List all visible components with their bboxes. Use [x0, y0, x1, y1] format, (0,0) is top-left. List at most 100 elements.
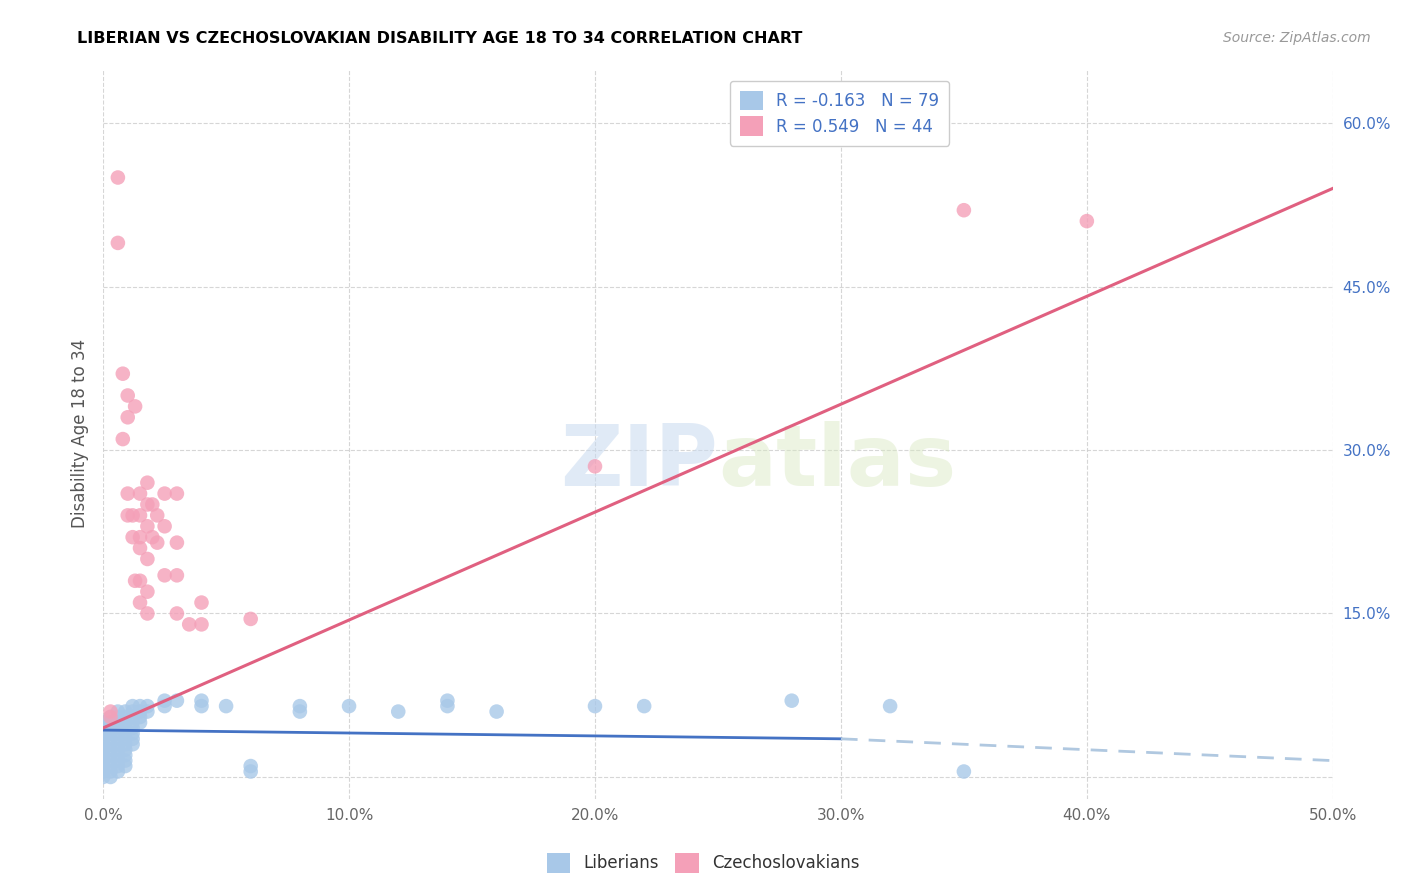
Point	[107, 748, 129, 763]
Point	[129, 541, 152, 555]
Point	[114, 754, 136, 768]
Point	[633, 699, 655, 714]
Point	[100, 731, 122, 746]
Point	[117, 508, 139, 523]
Point	[1076, 214, 1098, 228]
Point	[124, 574, 146, 588]
Point	[121, 508, 143, 523]
Point	[121, 721, 143, 735]
Point	[107, 721, 129, 735]
Point	[114, 705, 136, 719]
Point	[136, 607, 159, 621]
Point	[107, 742, 129, 756]
Point	[136, 475, 159, 490]
Point	[153, 568, 176, 582]
Point	[91, 731, 114, 746]
Point	[121, 715, 143, 730]
Point	[91, 748, 114, 763]
Point	[121, 731, 143, 746]
Point	[107, 726, 129, 740]
Point	[117, 486, 139, 500]
Point	[114, 731, 136, 746]
Point	[146, 508, 169, 523]
Point	[129, 710, 152, 724]
Point	[114, 742, 136, 756]
Text: LIBERIAN VS CZECHOSLOVAKIAN DISABILITY AGE 18 TO 34 CORRELATION CHART: LIBERIAN VS CZECHOSLOVAKIAN DISABILITY A…	[77, 31, 803, 46]
Point	[114, 726, 136, 740]
Point	[121, 699, 143, 714]
Point	[583, 699, 606, 714]
Point	[121, 726, 143, 740]
Point	[100, 759, 122, 773]
Point	[239, 759, 262, 773]
Point	[879, 699, 901, 714]
Point	[166, 568, 188, 582]
Point	[583, 459, 606, 474]
Point	[100, 742, 122, 756]
Point	[166, 486, 188, 500]
Point	[129, 715, 152, 730]
Point	[166, 535, 188, 549]
Text: ZIP: ZIP	[560, 421, 718, 504]
Point	[121, 710, 143, 724]
Point	[91, 726, 114, 740]
Point	[100, 726, 122, 740]
Point	[436, 694, 458, 708]
Point	[141, 530, 163, 544]
Point	[107, 710, 129, 724]
Point	[114, 715, 136, 730]
Point	[190, 694, 212, 708]
Point	[485, 705, 508, 719]
Point	[91, 715, 114, 730]
Point	[100, 710, 122, 724]
Point	[91, 770, 114, 784]
Point	[107, 737, 129, 751]
Point	[114, 737, 136, 751]
Point	[107, 235, 129, 250]
Point	[239, 764, 262, 779]
Point	[190, 596, 212, 610]
Point	[387, 705, 409, 719]
Point	[153, 694, 176, 708]
Point	[136, 519, 159, 533]
Point	[107, 759, 129, 773]
Point	[111, 432, 134, 446]
Point	[288, 699, 311, 714]
Point	[107, 170, 129, 185]
Point	[91, 721, 114, 735]
Point	[114, 748, 136, 763]
Legend: R = -0.163   N = 79, R = 0.549   N = 44: R = -0.163 N = 79, R = 0.549 N = 44	[730, 80, 949, 145]
Point	[215, 699, 238, 714]
Point	[121, 705, 143, 719]
Point	[100, 770, 122, 784]
Point	[114, 710, 136, 724]
Point	[117, 388, 139, 402]
Point	[146, 535, 169, 549]
Point	[953, 764, 976, 779]
Point	[166, 607, 188, 621]
Point	[100, 715, 122, 730]
Point	[111, 367, 134, 381]
Point	[100, 748, 122, 763]
Point	[179, 617, 201, 632]
Text: Source: ZipAtlas.com: Source: ZipAtlas.com	[1223, 31, 1371, 45]
Point	[129, 596, 152, 610]
Point	[91, 737, 114, 751]
Point	[100, 737, 122, 751]
Point	[100, 721, 122, 735]
Point	[136, 498, 159, 512]
Point	[136, 584, 159, 599]
Point	[153, 486, 176, 500]
Point	[166, 694, 188, 708]
Point	[288, 705, 311, 719]
Point	[107, 764, 129, 779]
Point	[121, 737, 143, 751]
Point	[107, 715, 129, 730]
Legend: Liberians, Czechoslovakians: Liberians, Czechoslovakians	[540, 847, 866, 880]
Point	[107, 705, 129, 719]
Point	[239, 612, 262, 626]
Point	[141, 498, 163, 512]
Point	[114, 721, 136, 735]
Point	[91, 764, 114, 779]
Point	[100, 705, 122, 719]
